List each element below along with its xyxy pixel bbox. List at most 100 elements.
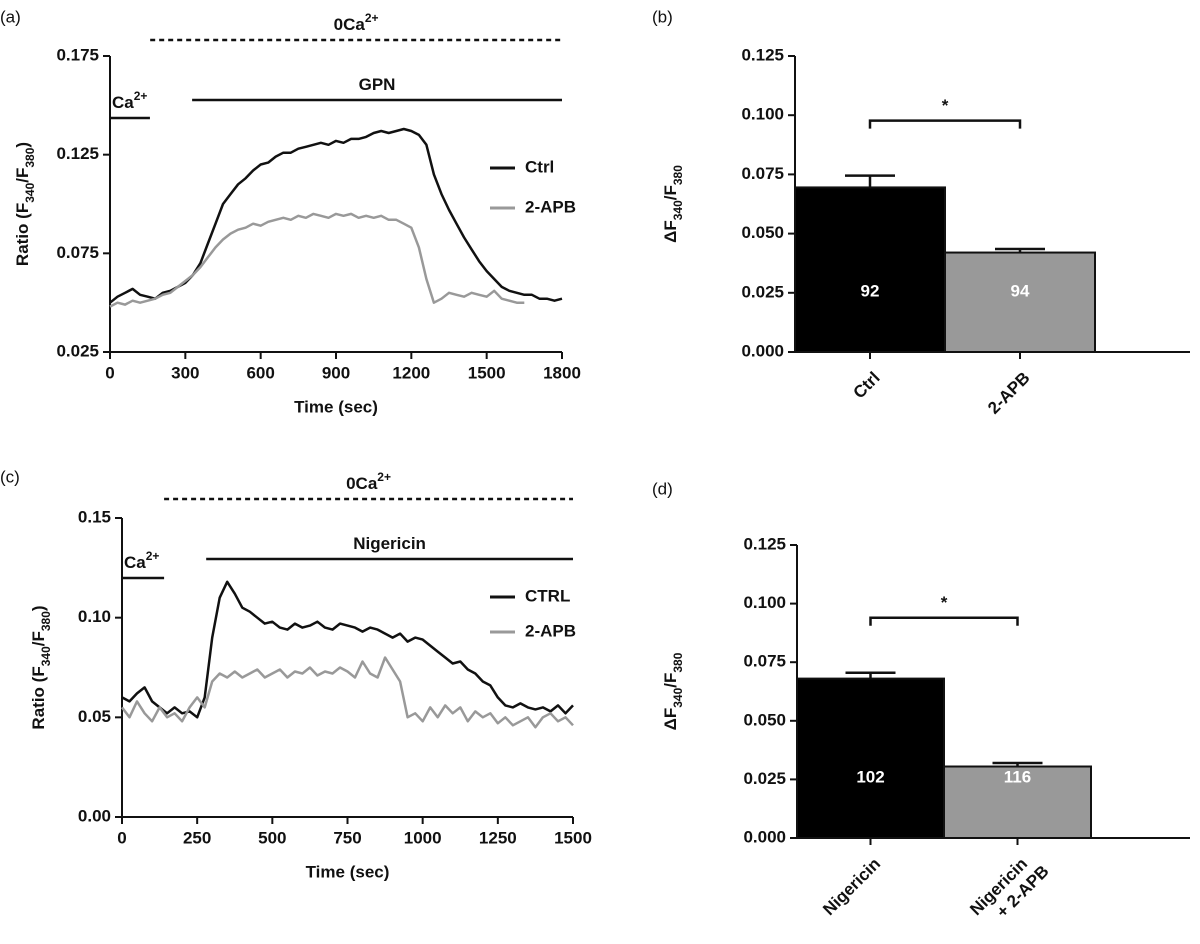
y-axis-label-part: Ratio (F (13, 203, 32, 266)
x-tick-label: 1200 (392, 363, 430, 382)
x-tick-label: Nigericin+ 2-APB (967, 847, 1053, 933)
y-axis-label-part: /F (661, 185, 680, 200)
y-axis-label-part: /F (29, 631, 48, 646)
legend-label: 2-APB (525, 197, 576, 216)
x-tick-label: 1000 (404, 828, 442, 847)
y-axis-label: Ratio (F340/F380) (13, 142, 37, 266)
n-label: 92 (861, 281, 880, 300)
y-axis-label-part: 380 (671, 165, 685, 185)
x-tick-label-line: Ctrl (850, 369, 884, 403)
y-axis-label-part: 380 (39, 611, 53, 631)
y-axis-label-part: 340 (671, 687, 685, 707)
x-tick-label: Nigericin (820, 855, 885, 920)
y-axis-label-part: 340 (39, 646, 53, 666)
period-label: Ca2+ (112, 89, 147, 112)
period-label: GPN (359, 75, 396, 94)
n-label: 94 (1011, 281, 1030, 300)
y-axis-label-part: 340 (671, 200, 685, 220)
legend-label: CTRL (525, 586, 570, 605)
y-axis-label: ΔF340/F380 (661, 652, 685, 730)
legend-label: 2-APB (525, 621, 576, 640)
period-label: 0Ca2+ (334, 11, 379, 34)
error-bar (992, 761, 1043, 767)
x-tick-label-line: 2-APB (984, 369, 1034, 419)
y-axis-label-part: ΔF (661, 220, 680, 243)
significance-label: * (942, 96, 949, 115)
period-label-part: Ca (124, 553, 146, 572)
y-axis-label: Ratio (F340/F380) (29, 605, 53, 729)
y-axis-label-part: ) (13, 142, 32, 148)
y-tick-label: 0.125 (56, 144, 99, 163)
significance-bracket (868, 119, 1022, 129)
y-axis-label-part: /F (13, 168, 32, 183)
x-tick-label: 1500 (468, 363, 506, 382)
x-tick-label: 750 (333, 828, 361, 847)
y-tick-label: 0.100 (743, 593, 786, 612)
bar (796, 677, 945, 839)
x-axis-label: Time (sec) (306, 862, 390, 881)
n-label: 102 (856, 767, 884, 786)
panel-letter: (b) (652, 7, 673, 26)
y-tick-label: 0.075 (743, 652, 786, 671)
y-axis-label-part: /F (661, 673, 680, 688)
y-axis-label-part: ) (29, 605, 48, 611)
x-axis-label: Time (sec) (294, 397, 378, 416)
period-label-part: Ca (112, 93, 134, 112)
significance-bracket (869, 616, 1019, 626)
x-tick-label: 250 (183, 828, 211, 847)
y-tick-label: 0.05 (78, 707, 111, 726)
y-tick-label: 0.10 (78, 607, 111, 626)
y-tick-label: 0.00 (78, 806, 111, 825)
trace (121, 656, 574, 729)
y-axis-label: ΔF340/F380 (661, 165, 685, 243)
y-tick-label: 0.075 (56, 243, 99, 262)
period-label-part: GPN (359, 75, 396, 94)
period-label-part: 2+ (365, 11, 379, 25)
n-label: 116 (1004, 767, 1031, 786)
x-tick-label: 2-APB (984, 369, 1034, 419)
period-label-part: 2+ (134, 89, 148, 103)
period-label-part: 0Ca (346, 474, 378, 493)
x-tick-label: 1250 (479, 828, 517, 847)
bar (794, 186, 946, 353)
x-tick-label: Ctrl (850, 369, 884, 403)
x-tick-label-line: Nigericin (820, 855, 885, 920)
y-axis-label-part: 380 (23, 147, 37, 167)
period-label-part: 0Ca (334, 15, 366, 34)
x-tick-label: 1800 (543, 363, 581, 382)
significance-label: * (941, 593, 948, 612)
y-tick-label: 0.175 (56, 45, 99, 64)
y-axis-label-part: 380 (671, 652, 685, 672)
y-tick-label: 0.075 (741, 164, 784, 183)
y-tick-label: 0.100 (741, 105, 784, 124)
period-label-part: 2+ (377, 470, 391, 484)
y-tick-label: 0.125 (741, 45, 784, 64)
period-label-part: Nigericin (353, 534, 426, 553)
x-tick-label: 300 (171, 363, 199, 382)
panel-letter: (c) (0, 467, 20, 486)
y-tick-label: 0.050 (743, 710, 786, 729)
x-tick-label: 1500 (554, 828, 592, 847)
x-tick-label: 600 (246, 363, 274, 382)
y-tick-label: 0.125 (743, 534, 786, 553)
period-label: 0Ca2+ (346, 470, 391, 493)
trace (109, 127, 563, 304)
legend-label: Ctrl (525, 157, 554, 176)
period-label: Ca2+ (124, 549, 159, 572)
error-bar (995, 247, 1045, 253)
x-tick-label: 0 (117, 828, 126, 847)
axes (121, 518, 573, 818)
x-tick-label: 0 (105, 363, 114, 382)
y-axis-label-part: Ratio (F (29, 666, 48, 729)
trace (109, 212, 525, 308)
y-tick-label: 0.15 (78, 507, 111, 526)
x-tick-label: 500 (258, 828, 286, 847)
period-label: Nigericin (353, 534, 426, 553)
y-tick-label: 0.025 (741, 282, 784, 301)
error-bar (845, 671, 896, 679)
y-axis-label-part: ΔF (661, 708, 680, 731)
y-tick-label: 0.000 (743, 827, 786, 846)
period-label-part: 2+ (146, 549, 160, 563)
panel-letter: (a) (0, 7, 21, 26)
y-axis-label-part: 340 (23, 182, 37, 202)
